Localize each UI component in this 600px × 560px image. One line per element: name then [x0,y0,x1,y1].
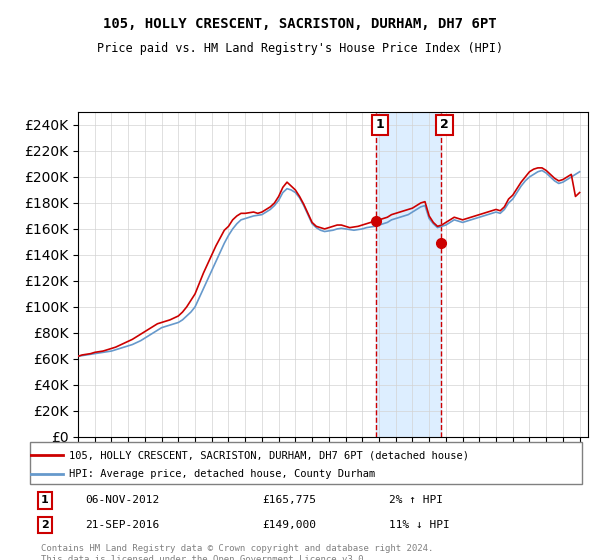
Text: 105, HOLLY CRESCENT, SACRISTON, DURHAM, DH7 6PT: 105, HOLLY CRESCENT, SACRISTON, DURHAM, … [103,17,497,31]
Text: 2% ↑ HPI: 2% ↑ HPI [389,495,443,505]
Text: £165,775: £165,775 [262,495,316,505]
Text: Price paid vs. HM Land Registry's House Price Index (HPI): Price paid vs. HM Land Registry's House … [97,42,503,55]
Text: 2: 2 [440,119,449,132]
Text: 06-NOV-2012: 06-NOV-2012 [85,495,160,505]
Text: 21-SEP-2016: 21-SEP-2016 [85,520,160,530]
Text: HPI: Average price, detached house, County Durham: HPI: Average price, detached house, Coun… [68,469,375,479]
Text: 2: 2 [41,520,49,530]
Text: 11% ↓ HPI: 11% ↓ HPI [389,520,449,530]
Text: £149,000: £149,000 [262,520,316,530]
Bar [376,112,441,437]
Text: Contains HM Land Registry data © Crown copyright and database right 2024.
This d: Contains HM Land Registry data © Crown c… [41,544,433,560]
FancyBboxPatch shape [30,442,582,484]
Text: 105, HOLLY CRESCENT, SACRISTON, DURHAM, DH7 6PT (detached house): 105, HOLLY CRESCENT, SACRISTON, DURHAM, … [68,450,469,460]
Text: 1: 1 [376,119,384,132]
Text: 1: 1 [41,495,49,505]
